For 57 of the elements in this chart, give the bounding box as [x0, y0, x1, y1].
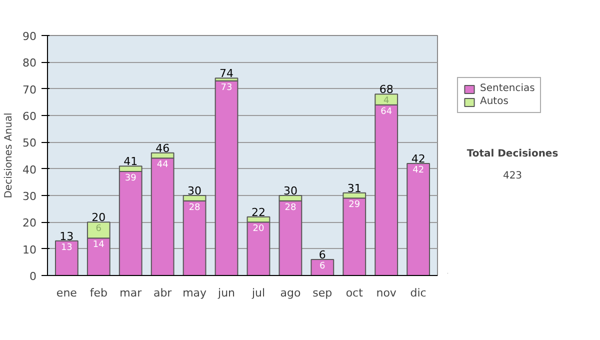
data-label: 29	[348, 200, 360, 210]
total-label: 68	[379, 83, 394, 96]
x-tick-label: jul	[250, 286, 266, 300]
data-label: 73	[220, 82, 232, 93]
y-tick-label: 80	[22, 56, 37, 70]
x-tick-label: jun	[217, 286, 236, 300]
data-label: 64	[380, 106, 392, 117]
x-tick-label: mar	[120, 286, 142, 300]
y-tick-label: 10	[22, 243, 37, 256]
bar	[406, 163, 430, 276]
data-label: 6	[320, 262, 326, 272]
x-tick-label: feb	[90, 286, 108, 300]
data-label: 39	[124, 174, 137, 184]
x-tick-label: may	[182, 286, 208, 300]
text: Total Decisiones	[466, 148, 558, 160]
data-label: 28	[188, 202, 201, 213]
data-label: 42	[412, 166, 424, 176]
data-label: 13	[60, 242, 72, 253]
y-axis-title: Decisiones Anual	[4, 112, 15, 198]
data-label: 44	[156, 160, 169, 170]
y-tick-label: 30	[22, 190, 37, 203]
y-tick-label: 0	[30, 270, 36, 283]
legend-label: Sentencias	[480, 83, 535, 94]
data-label: 14	[92, 240, 105, 250]
data-label: 28	[284, 202, 296, 213]
total-label: 30	[283, 184, 298, 198]
data-label: 6	[96, 224, 102, 234]
y-tick-label: 40	[22, 163, 37, 176]
total-label: 30	[188, 184, 202, 198]
x-tick-label: sep	[312, 286, 332, 300]
bar	[214, 80, 238, 276]
total-label: 31	[347, 182, 362, 195]
total-label: 20	[92, 211, 106, 224]
total-label: 22	[251, 206, 266, 219]
total-label: 13	[60, 230, 74, 243]
bar	[310, 259, 334, 276]
x-tick-label: oct	[346, 286, 364, 300]
data-label: 20	[252, 224, 264, 234]
x-tick-label: dic	[410, 286, 426, 300]
y-tick-label: 20	[22, 216, 37, 230]
x-tick-label: nov	[376, 286, 397, 300]
y-tick-label: 50	[22, 136, 37, 150]
data-label: 4	[383, 96, 390, 106]
total-label: 42	[411, 152, 426, 166]
total-label: 41	[124, 155, 138, 168]
total-label: 6	[318, 248, 326, 262]
bar	[54, 240, 78, 276]
total-label: 74	[220, 67, 234, 80]
y-tick-label: 70	[22, 83, 37, 96]
x-tick-label: ago	[280, 286, 301, 300]
y-tick-label: 60	[22, 110, 37, 123]
x-tick-label: abr	[153, 286, 172, 300]
x-tick-label: ene	[56, 286, 78, 300]
y-tick-label: 90	[22, 30, 37, 43]
total-label: 46	[156, 142, 170, 155]
legend-label: Autos	[480, 96, 508, 107]
text: 423	[502, 170, 522, 182]
